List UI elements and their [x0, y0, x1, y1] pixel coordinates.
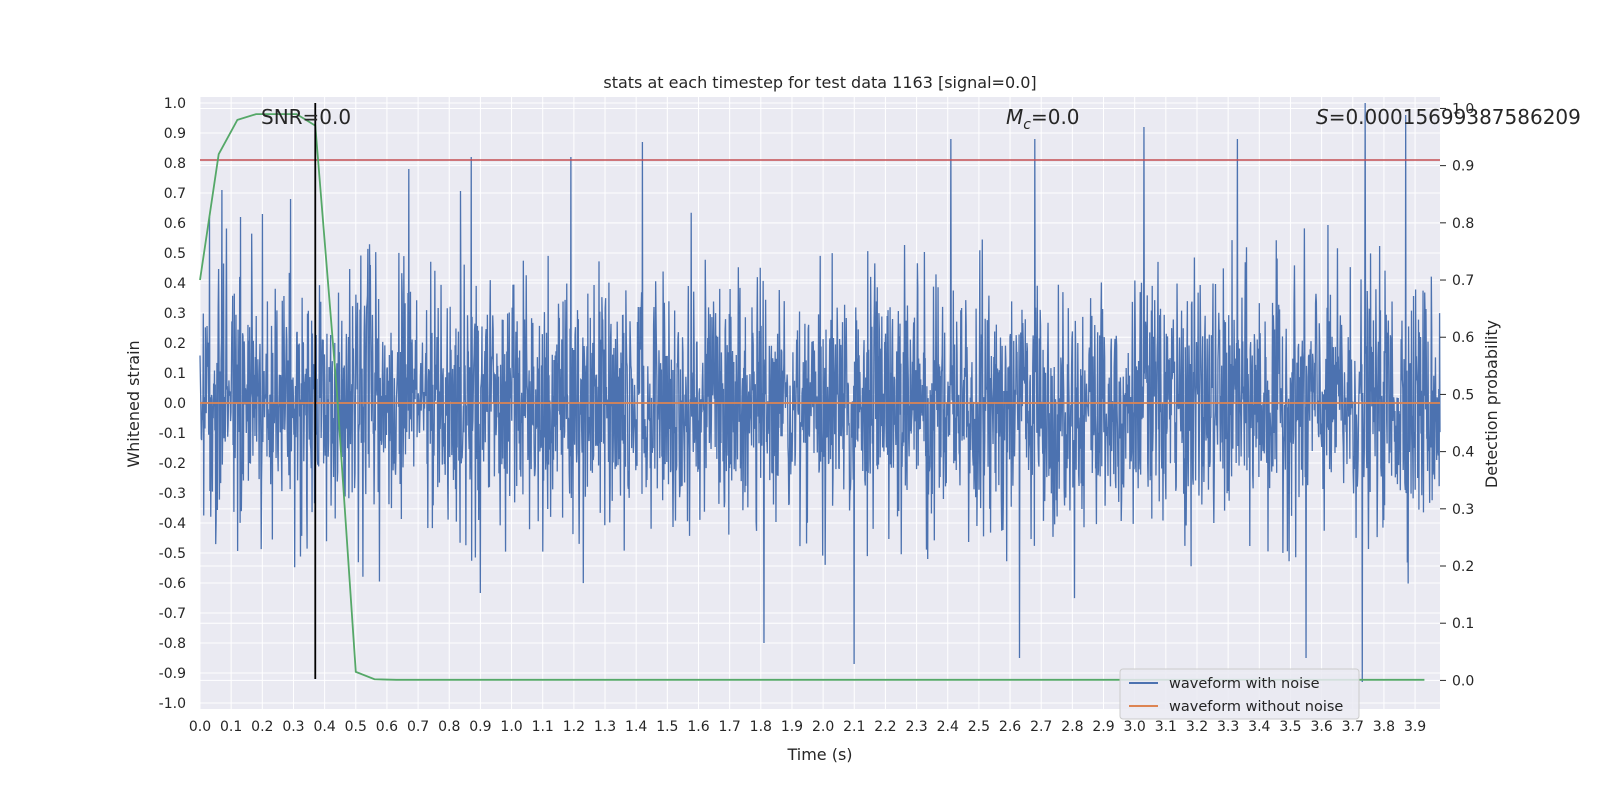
x-tick-label: 3.3	[1217, 719, 1239, 735]
x-tick-label: 3.7	[1342, 719, 1364, 735]
y-tick-label: -0.9	[159, 666, 186, 682]
mc-symbol: M	[1006, 105, 1023, 129]
x-tick-label: 1.1	[532, 719, 554, 735]
y-right-tick-label: 0.7	[1452, 273, 1474, 289]
y-tick-label: -0.7	[159, 606, 186, 622]
y-tick-label: -0.6	[159, 576, 186, 592]
y-tick-label: 0.7	[164, 186, 186, 202]
x-tick-label: 2.1	[843, 719, 865, 735]
y-right-tick-label: 0.4	[1452, 445, 1474, 461]
x-tick-label: 1.4	[625, 719, 647, 735]
x-tick-label: 1.0	[500, 719, 522, 735]
x-tick-label: 0.3	[282, 719, 304, 735]
y-right-tick-label: 0.1	[1452, 616, 1474, 632]
x-tick-label: 3.8	[1373, 719, 1395, 735]
tick-labels: 0.0 0.1 0.2 0.3 0.4 0.5 0.6 0.7 0.8 0.9 1.0 1.1 1.2 1…	[159, 96, 1475, 735]
mc-annotation: Mc=0.0	[1006, 105, 1080, 133]
y-tick-label: -0.8	[159, 636, 186, 652]
x-tick-label: 2.0	[812, 719, 834, 735]
y-right-tick-label: 0.3	[1452, 502, 1474, 518]
y-right-tick-label: 0.5	[1452, 387, 1474, 403]
x-tick-label: 2.8	[1061, 719, 1083, 735]
y-tick-label: -0.4	[159, 516, 186, 532]
x-tick-label: 1.5	[656, 719, 678, 735]
overlay-lines	[199, 103, 1440, 681]
x-tick-label: 2.4	[937, 719, 959, 735]
x-tick-label: 2.6	[999, 719, 1021, 735]
y-tick-label: -0.3	[159, 486, 186, 502]
x-tick-label: 0.1	[220, 719, 242, 735]
y-tick-label: -0.5	[159, 546, 186, 562]
legend-label-clean: waveform without noise	[1169, 699, 1343, 715]
x-tick-label: 0.8	[438, 719, 460, 735]
x-tick-label: 2.2	[874, 719, 896, 735]
x-tick-label: 1.8	[750, 719, 772, 735]
x-tick-label: 2.7	[1030, 719, 1052, 735]
x-tick-label: 0.0	[189, 719, 211, 735]
x-tick-label: 3.9	[1404, 719, 1426, 735]
x-tick-label: 3.1	[1155, 719, 1177, 735]
y-tick-label: 0.1	[164, 366, 186, 382]
noise-series	[199, 102, 1441, 683]
y-axis-right-label: Detection probability	[1482, 320, 1501, 488]
y-tick-label: 0.0	[164, 396, 186, 412]
series-waveform-with-noise	[199, 102, 1441, 683]
x-tick-label: 0.7	[407, 719, 429, 735]
legend-box	[1119, 668, 1360, 720]
series-detection-probability	[199, 113, 1425, 681]
s-symbol: S	[1316, 105, 1329, 129]
x-tick-label: 1.7	[719, 719, 741, 735]
s-value: =0.00015699387586209	[1329, 105, 1581, 129]
x-tick-label: 3.2	[1186, 719, 1208, 735]
y-right-tick-label: 0.6	[1452, 330, 1474, 346]
chart-title: stats at each timestep for test data 116…	[603, 73, 1036, 92]
mc-subscript: c	[1023, 117, 1031, 133]
y-tick-label: 0.3	[164, 306, 186, 322]
x-tick-label: 3.6	[1310, 719, 1332, 735]
legend-label-noise: waveform with noise	[1169, 676, 1320, 692]
y-right-tick-label: 1.0	[1452, 101, 1474, 117]
x-tick-label: 1.2	[563, 719, 585, 735]
x-tick-label: 3.4	[1248, 719, 1270, 735]
x-tick-label: 3.0	[1124, 719, 1146, 735]
y-tick-label: -0.2	[159, 456, 186, 472]
y-tick-label: 0.2	[164, 336, 186, 352]
x-tick-label: 0.9	[469, 719, 491, 735]
x-tick-label: 2.5	[968, 719, 990, 735]
y-right-tick-label: 0.2	[1452, 559, 1474, 575]
x-tick-label: 1.6	[687, 719, 709, 735]
y-right-tick-label: 0.0	[1452, 673, 1474, 689]
x-tick-label: 0.5	[345, 719, 367, 735]
snr-annotation: SNR=0.0	[261, 105, 351, 129]
y-tick-label: 0.4	[164, 276, 186, 292]
x-tick-label: 3.5	[1279, 719, 1301, 735]
legend: waveform with noise waveform without noi…	[1119, 668, 1360, 720]
y-right-tick-label: 0.8	[1452, 216, 1474, 232]
y-tick-label: -1.0	[159, 696, 186, 712]
y-tick-label: -0.1	[159, 426, 186, 442]
x-tick-label: 0.2	[251, 719, 273, 735]
mc-value: =0.0	[1031, 105, 1080, 129]
x-tick-label: 2.3	[905, 719, 927, 735]
y-axis-label: Whitened strain	[124, 340, 143, 467]
x-axis-label: Time (s)	[786, 745, 852, 764]
y-tick-label: 0.9	[164, 126, 186, 142]
y-tick-label: 0.6	[164, 216, 186, 232]
x-tick-label: 1.9	[781, 719, 803, 735]
x-tick-label: 0.6	[376, 719, 398, 735]
y-tick-label: 0.8	[164, 156, 186, 172]
s-annotation: S=0.00015699387586209	[1316, 105, 1581, 129]
x-tick-label: 0.4	[313, 719, 335, 735]
y-right-tick-label: 0.9	[1452, 159, 1474, 175]
y-tick-label: 1.0	[164, 96, 186, 112]
y-tick-label: 0.5	[164, 246, 186, 262]
x-tick-label: 1.3	[594, 719, 616, 735]
x-tick-label: 2.9	[1092, 719, 1114, 735]
